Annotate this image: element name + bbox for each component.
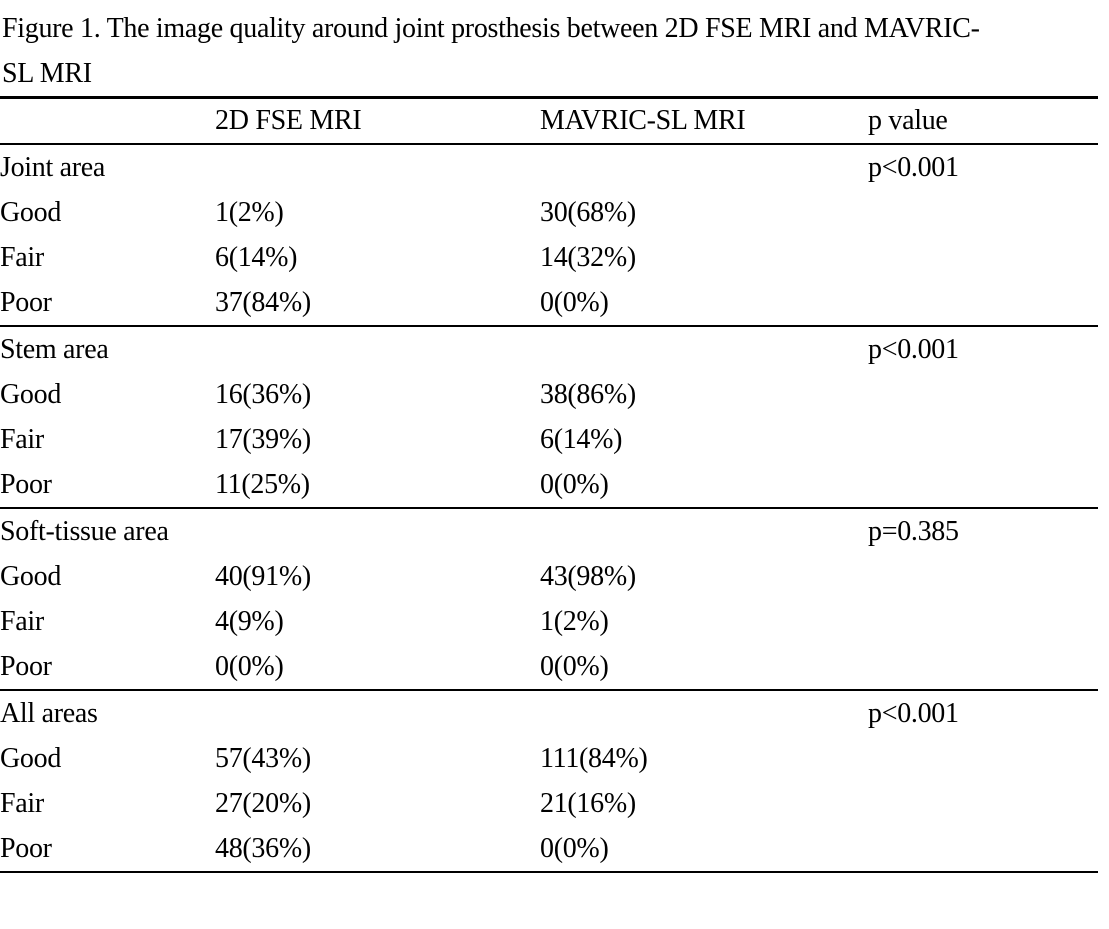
mavric-value: 0(0%) <box>540 650 609 682</box>
rating-label: Good <box>0 742 62 774</box>
fse-value: 16(36%) <box>215 378 311 410</box>
mavric-value: 30(68%) <box>540 196 636 228</box>
mavric-value: 43(98%) <box>540 560 636 592</box>
section-label: Soft-tissue area <box>0 515 169 547</box>
table-row: Poor 0(0%) 0(0%) <box>0 644 1098 690</box>
rating-label: Good <box>0 560 62 592</box>
section-p-value: p<0.001 <box>868 151 959 183</box>
fse-value: 57(43%) <box>215 742 311 774</box>
table-row: Good 16(36%) 38(86%) <box>0 372 1098 417</box>
rating-label: Fair <box>0 787 44 819</box>
section-row-all-areas: All areas p<0.001 <box>0 690 1098 736</box>
image-quality-table: 2D FSE MRI MAVRIC-SL MRI p value Joint a… <box>0 96 1098 873</box>
header-2d-fse-mri: 2D FSE MRI <box>215 105 362 136</box>
p-value-empty-cell <box>868 372 1098 417</box>
mavric-value: 14(32%) <box>540 241 636 273</box>
p-value-empty-cell <box>868 417 1098 462</box>
p-value-empty-cell <box>868 554 1098 599</box>
table-header-row: 2D FSE MRI MAVRIC-SL MRI p value <box>0 98 1098 145</box>
p-value-empty-cell <box>868 190 1098 235</box>
rating-label: Poor <box>0 468 52 500</box>
fse-value: 48(36%) <box>215 832 311 864</box>
p-value-empty-cell <box>868 781 1098 826</box>
header-p-value: p value <box>868 105 948 136</box>
rating-label: Good <box>0 378 62 410</box>
fse-value: 4(9%) <box>215 605 284 637</box>
rating-label: Good <box>0 196 62 228</box>
table-row: Poor 48(36%) 0(0%) <box>0 826 1098 872</box>
table-row: Fair 4(9%) 1(2%) <box>0 599 1098 644</box>
table-row: Poor 37(84%) 0(0%) <box>0 280 1098 326</box>
rating-label: Fair <box>0 423 44 455</box>
section-label: All areas <box>0 697 98 729</box>
p-value-empty-cell <box>868 462 1098 508</box>
fse-value: 17(39%) <box>215 423 311 455</box>
fse-value: 1(2%) <box>215 196 284 228</box>
section-row-stem-area: Stem area p<0.001 <box>0 326 1098 372</box>
section-label: Joint area <box>0 151 106 183</box>
p-value-empty-cell <box>868 826 1098 872</box>
p-value-empty-cell <box>868 280 1098 326</box>
header-mavric-sl-mri: MAVRIC-SL MRI <box>540 105 746 136</box>
figure-caption-line-2: SL MRI <box>2 58 92 89</box>
p-value-empty-cell <box>868 644 1098 690</box>
rating-label: Fair <box>0 605 44 637</box>
rating-label: Fair <box>0 241 44 273</box>
fse-value: 0(0%) <box>215 650 284 682</box>
rating-label: Poor <box>0 286 52 318</box>
mavric-value: 38(86%) <box>540 378 636 410</box>
mavric-value: 111(84%) <box>540 742 648 774</box>
section-label: Stem area <box>0 333 109 365</box>
mavric-value: 0(0%) <box>540 832 609 864</box>
mavric-value: 0(0%) <box>540 468 609 500</box>
fse-value: 6(14%) <box>215 241 298 273</box>
mavric-value: 6(14%) <box>540 423 623 455</box>
p-value-empty-cell <box>868 599 1098 644</box>
p-value-empty-cell <box>868 736 1098 781</box>
table-row: Good 57(43%) 111(84%) <box>0 736 1098 781</box>
section-p-value: p<0.001 <box>868 697 959 729</box>
p-value-empty-cell <box>868 235 1098 280</box>
section-row-soft-tissue-area: Soft-tissue area p=0.385 <box>0 508 1098 554</box>
mavric-value: 21(16%) <box>540 787 636 819</box>
table-row: Poor 11(25%) 0(0%) <box>0 462 1098 508</box>
section-p-value: p=0.385 <box>868 515 959 547</box>
section-p-value: p<0.001 <box>868 333 959 365</box>
table-row: Good 1(2%) 30(68%) <box>0 190 1098 235</box>
table-row: Fair 27(20%) 21(16%) <box>0 781 1098 826</box>
rating-label: Poor <box>0 832 52 864</box>
fse-value: 40(91%) <box>215 560 311 592</box>
section-row-joint-area: Joint area p<0.001 <box>0 144 1098 190</box>
fse-value: 37(84%) <box>215 286 311 318</box>
figure-caption-line-1: Figure 1. The image quality around joint… <box>2 13 980 44</box>
table-row: Fair 17(39%) 6(14%) <box>0 417 1098 462</box>
figure-caption: Figure 1. The image quality around joint… <box>0 0 1109 96</box>
rating-label: Poor <box>0 650 52 682</box>
mavric-value: 1(2%) <box>540 605 609 637</box>
fse-value: 11(25%) <box>215 468 310 500</box>
table-row: Fair 6(14%) 14(32%) <box>0 235 1098 280</box>
table-row: Good 40(91%) 43(98%) <box>0 554 1098 599</box>
mavric-value: 0(0%) <box>540 286 609 318</box>
fse-value: 27(20%) <box>215 787 311 819</box>
header-empty-cell <box>0 98 215 145</box>
